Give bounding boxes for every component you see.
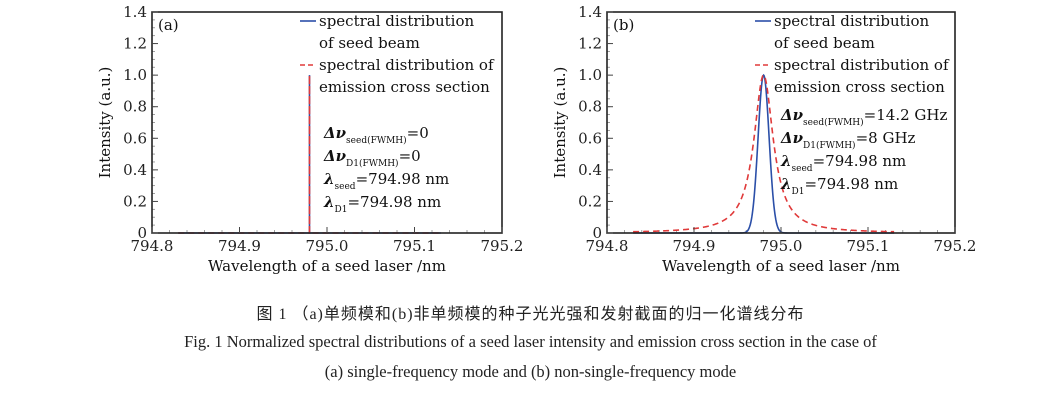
- panel-a-annotation-2: ΔνD1(FWMH)=0: [323, 147, 421, 169]
- panel-a-x-axis-title: Wavelength of a seed laser /nm: [208, 257, 446, 275]
- caption-english-line-1: Fig. 1 Normalized spectral distributions…: [184, 332, 877, 351]
- panel-a-annotation-3: λseed=794.98 nm: [323, 170, 449, 192]
- panel-b-y-tick-label: 0: [592, 224, 602, 242]
- panel-a-x-tick-label: 794.9: [218, 237, 261, 255]
- panel-b-x-tick-label: 794.9: [673, 237, 716, 255]
- caption-chinese: 图 1 （a)单频模和(b)非单频模的种子光光强和发射截面的归一化谱线分布: [256, 306, 805, 323]
- panel-b-y-tick-label: 0.4: [578, 161, 602, 179]
- panel-a-y-tick-label: 1.2: [123, 35, 147, 53]
- panel-a-y-tick-label: 0.8: [123, 98, 147, 116]
- panel-a-annotation-4: λD1=794.98 nm: [323, 193, 441, 215]
- panel-a-panel-label: (a): [158, 16, 179, 34]
- panel-a-legend-label: of seed beam: [319, 34, 420, 52]
- panel-b-x-tick-label: 794.8: [586, 237, 629, 255]
- panel-a-y-tick-label: 0: [137, 224, 147, 242]
- panel-a-y-tick-label: 0.4: [123, 161, 147, 179]
- panel-b-panel-label: (b): [613, 16, 634, 34]
- panel-a-x-tick-label: 794.8: [131, 237, 174, 255]
- panel-a-y-axis-title: Intensity (a.u.): [96, 67, 114, 179]
- panel-b-annotation-3: λseed=794.98 nm: [780, 152, 906, 174]
- panel-a-legend-label: emission cross section: [319, 78, 490, 96]
- panel-b-emission-cross-section-line: [633, 74, 895, 233]
- panel-b-x-tick-label: 795.1: [847, 237, 890, 255]
- panel-b-y-tick-label: 0.2: [578, 192, 602, 210]
- panel-a-y-tick-label: 1.4: [123, 3, 147, 21]
- panel-a-y-tick-label: 0.2: [123, 192, 147, 210]
- panel-b-x-tick-label: 795.0: [760, 237, 803, 255]
- panel-b-y-tick-label: 0.6: [578, 129, 602, 147]
- panel-b-annotation-2: ΔνD1(FWMH)=8 GHz: [780, 129, 916, 151]
- panel-b-annotation-4: λD1=794.98 nm: [780, 175, 898, 197]
- panel-a-y-tick-label: 1.0: [123, 66, 147, 84]
- panel-a-y-tick-label: 0.6: [123, 129, 147, 147]
- panel-a-x-tick-label: 795.0: [306, 237, 349, 255]
- panel-a-x-tick-label: 795.1: [393, 237, 436, 255]
- panel-b-legend-label: emission cross section: [774, 78, 945, 96]
- panel-b-y-axis-title: Intensity (a.u.): [551, 67, 569, 179]
- panel-a-x-tick-label: 795.2: [481, 237, 524, 255]
- panel-b-x-axis-title: Wavelength of a seed laser /nm: [662, 257, 900, 275]
- panel-b-annotation-1: Δνseed(FWMH)=14.2 GHz: [780, 106, 947, 128]
- panel-b-y-tick-label: 0.8: [578, 98, 602, 116]
- panel-b-x-tick-label: 795.2: [934, 237, 977, 255]
- panel-b-legend-label: spectral distribution of: [774, 56, 950, 74]
- panel-b-y-tick-label: 1.4: [578, 3, 602, 21]
- panel-a-legend-label: spectral distribution of: [319, 56, 495, 74]
- panel-a-annotation-1: Δνseed(FWMH)=0: [323, 124, 429, 146]
- panel-a-legend-label: spectral distribution: [319, 12, 474, 30]
- panel-b-y-tick-label: 1.0: [578, 66, 602, 84]
- panel-b-legend-label: spectral distribution: [774, 12, 929, 30]
- panel-b-y-tick-label: 1.2: [578, 35, 602, 53]
- caption-english-line-2: (a) single-frequency mode and (b) non-si…: [324, 362, 737, 381]
- figure: 794.8 794.9 795.0 795.1 795.2 0 0.2 0.4 0.6 0.8 1.…: [96, 3, 977, 275]
- panel-b-legend-label: of seed beam: [774, 34, 875, 52]
